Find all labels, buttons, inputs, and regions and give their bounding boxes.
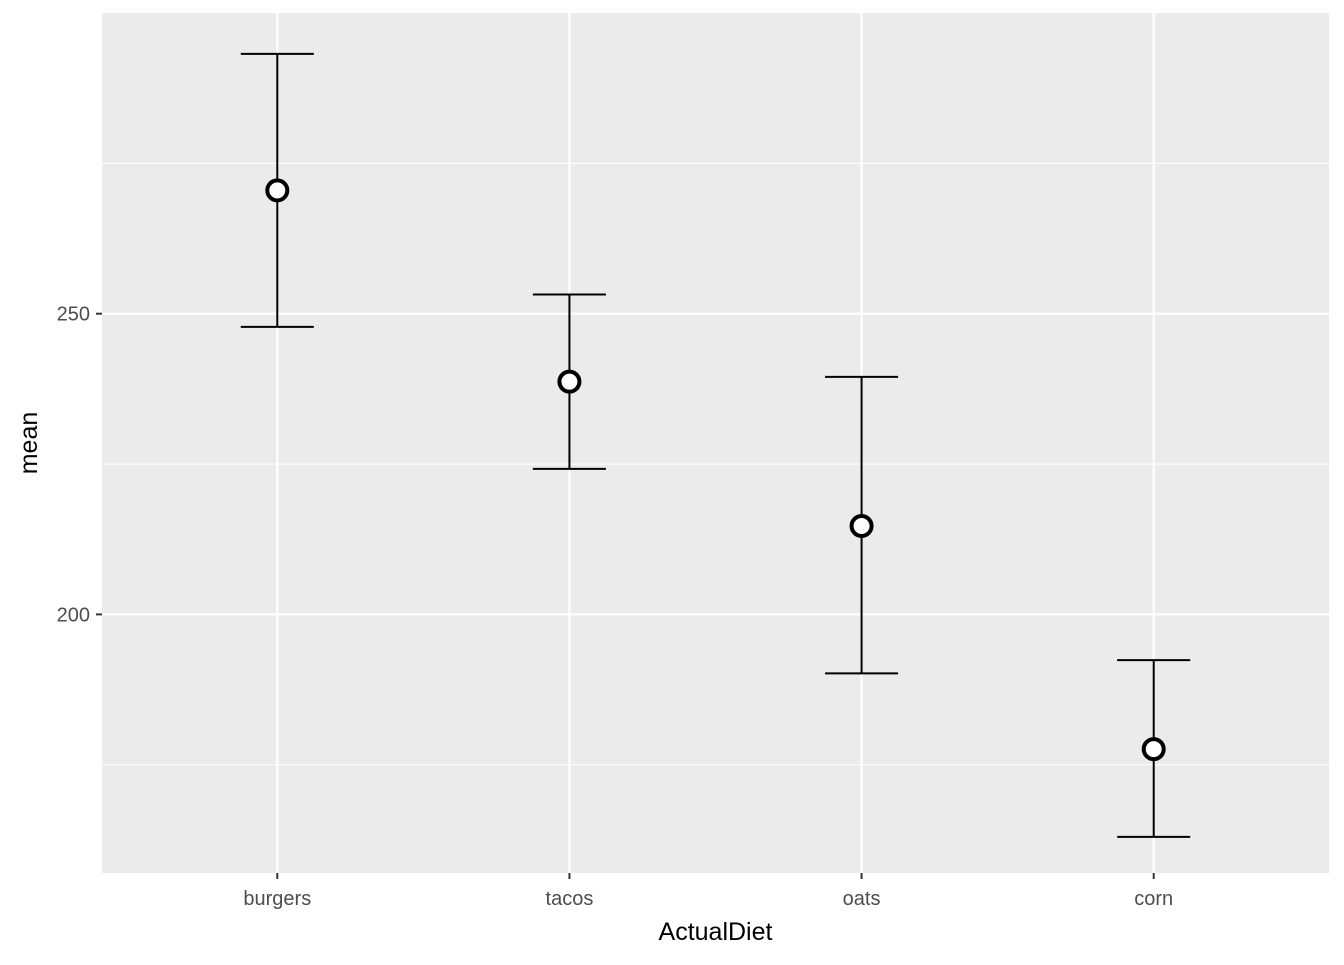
y-tick-label: 200 — [57, 604, 90, 626]
mean-point-oats — [849, 513, 874, 538]
x-axis-title: ActualDiet — [659, 918, 773, 946]
x-tick-label: corn — [1134, 888, 1173, 910]
mean-point-tacos — [557, 369, 582, 394]
plot-panel — [102, 13, 1329, 873]
x-tick-label: burgers — [243, 888, 311, 910]
y-tick-label: 250 — [57, 304, 90, 326]
mean-points — [265, 178, 1166, 762]
mean-point-burgers — [265, 178, 290, 203]
mean-point-corn — [1141, 737, 1166, 762]
x-tick-label: oats — [843, 888, 881, 910]
y-axis: 200 250 — [57, 304, 102, 626]
minor-gridlines — [102, 162, 1329, 766]
x-axis: burgers tacos oats corn — [243, 873, 1173, 910]
y-axis-title: mean — [15, 412, 43, 475]
x-tick-label: tacos — [546, 888, 594, 910]
